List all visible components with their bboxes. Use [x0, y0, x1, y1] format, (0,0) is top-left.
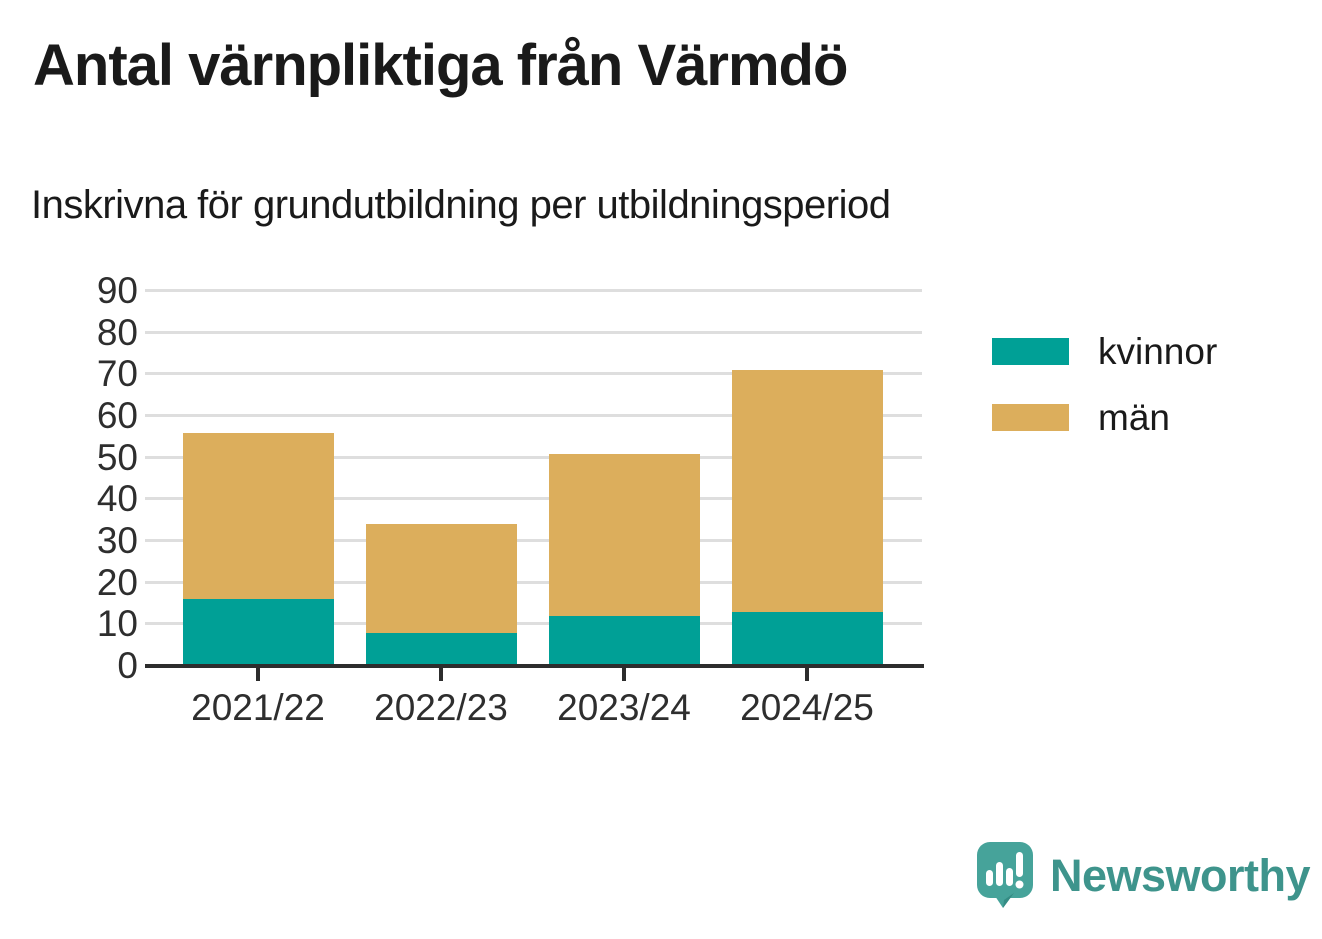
legend-label-kvinnor: kvinnor — [1098, 331, 1218, 372]
newsworthy-logo-text: Newsworthy — [1050, 850, 1311, 901]
gridline-60 — [145, 414, 922, 417]
legend-swatch-kvinnor — [992, 338, 1069, 365]
y-tick-label-80: 80 — [96, 311, 138, 353]
gridline-40 — [145, 497, 922, 501]
bar-segment-kvinnor-2022/23 — [365, 632, 517, 666]
newsworthy-logo-icon — [977, 842, 1033, 908]
x-tick-label-2023/24: 2023/24 — [557, 687, 691, 728]
bar-segment-män-2022/23 — [365, 524, 517, 633]
bar-segment-kvinnor-2024/25 — [731, 611, 883, 666]
newsworthy-logo: Newsworthy — [977, 842, 1311, 909]
bar-stack-2024/25 — [731, 370, 883, 666]
chart-subtitle: Inskrivna för grundutbildning per utbild… — [31, 183, 891, 227]
gridline-30 — [145, 539, 922, 542]
plot-area — [145, 289, 922, 666]
x-axis-line — [145, 664, 924, 668]
y-tick-label-60: 60 — [96, 395, 138, 436]
legend-swatch-män — [992, 404, 1069, 431]
chart-title: Antal värnpliktiga från Värmdö — [33, 33, 848, 98]
bar-segment-kvinnor-2023/24 — [548, 616, 700, 666]
y-tick-label-50: 50 — [96, 436, 138, 478]
y-tick-label-10: 10 — [96, 603, 138, 645]
x-tick-2023/24 — [622, 668, 626, 681]
legend-row-kvinnor: kvinnor — [992, 333, 1217, 370]
bar-segment-män-2021/22 — [182, 432, 334, 600]
x-tick-2024/25 — [805, 668, 809, 681]
bar-segment-män-2024/25 — [731, 370, 883, 612]
chart-legend: kvinnor män — [992, 333, 1217, 436]
y-tick-label-90: 90 — [96, 270, 138, 311]
y-tick-label-70: 70 — [96, 353, 138, 395]
bar-stack-2023/24 — [548, 453, 700, 666]
x-tick-label-2021/22: 2021/22 — [191, 687, 325, 728]
y-tick-label-30: 30 — [96, 520, 138, 561]
y-tick-label-0: 0 — [117, 645, 138, 686]
gridline-90 — [145, 289, 922, 292]
x-tick-label-2024/25: 2024/25 — [740, 687, 874, 728]
gridline-50 — [145, 455, 922, 459]
y-tick-label-40: 40 — [96, 478, 138, 520]
legend-row-män: män — [992, 399, 1217, 436]
gridline-70 — [145, 372, 922, 376]
bar-segment-kvinnor-2021/22 — [182, 599, 334, 666]
y-tick-label-20: 20 — [96, 561, 138, 603]
x-tick-2022/23 — [439, 668, 443, 681]
gridline-20 — [145, 580, 922, 584]
x-tick-label-2022/23: 2022/23 — [374, 687, 508, 728]
bar-segment-män-2023/24 — [548, 453, 700, 616]
gridline-80 — [145, 330, 922, 334]
x-tick-2021/22 — [256, 668, 260, 681]
bar-stack-2022/23 — [365, 524, 517, 666]
gridline-10 — [145, 622, 922, 626]
bar-stack-2021/22 — [182, 432, 334, 666]
legend-label-män: män — [1098, 397, 1170, 438]
